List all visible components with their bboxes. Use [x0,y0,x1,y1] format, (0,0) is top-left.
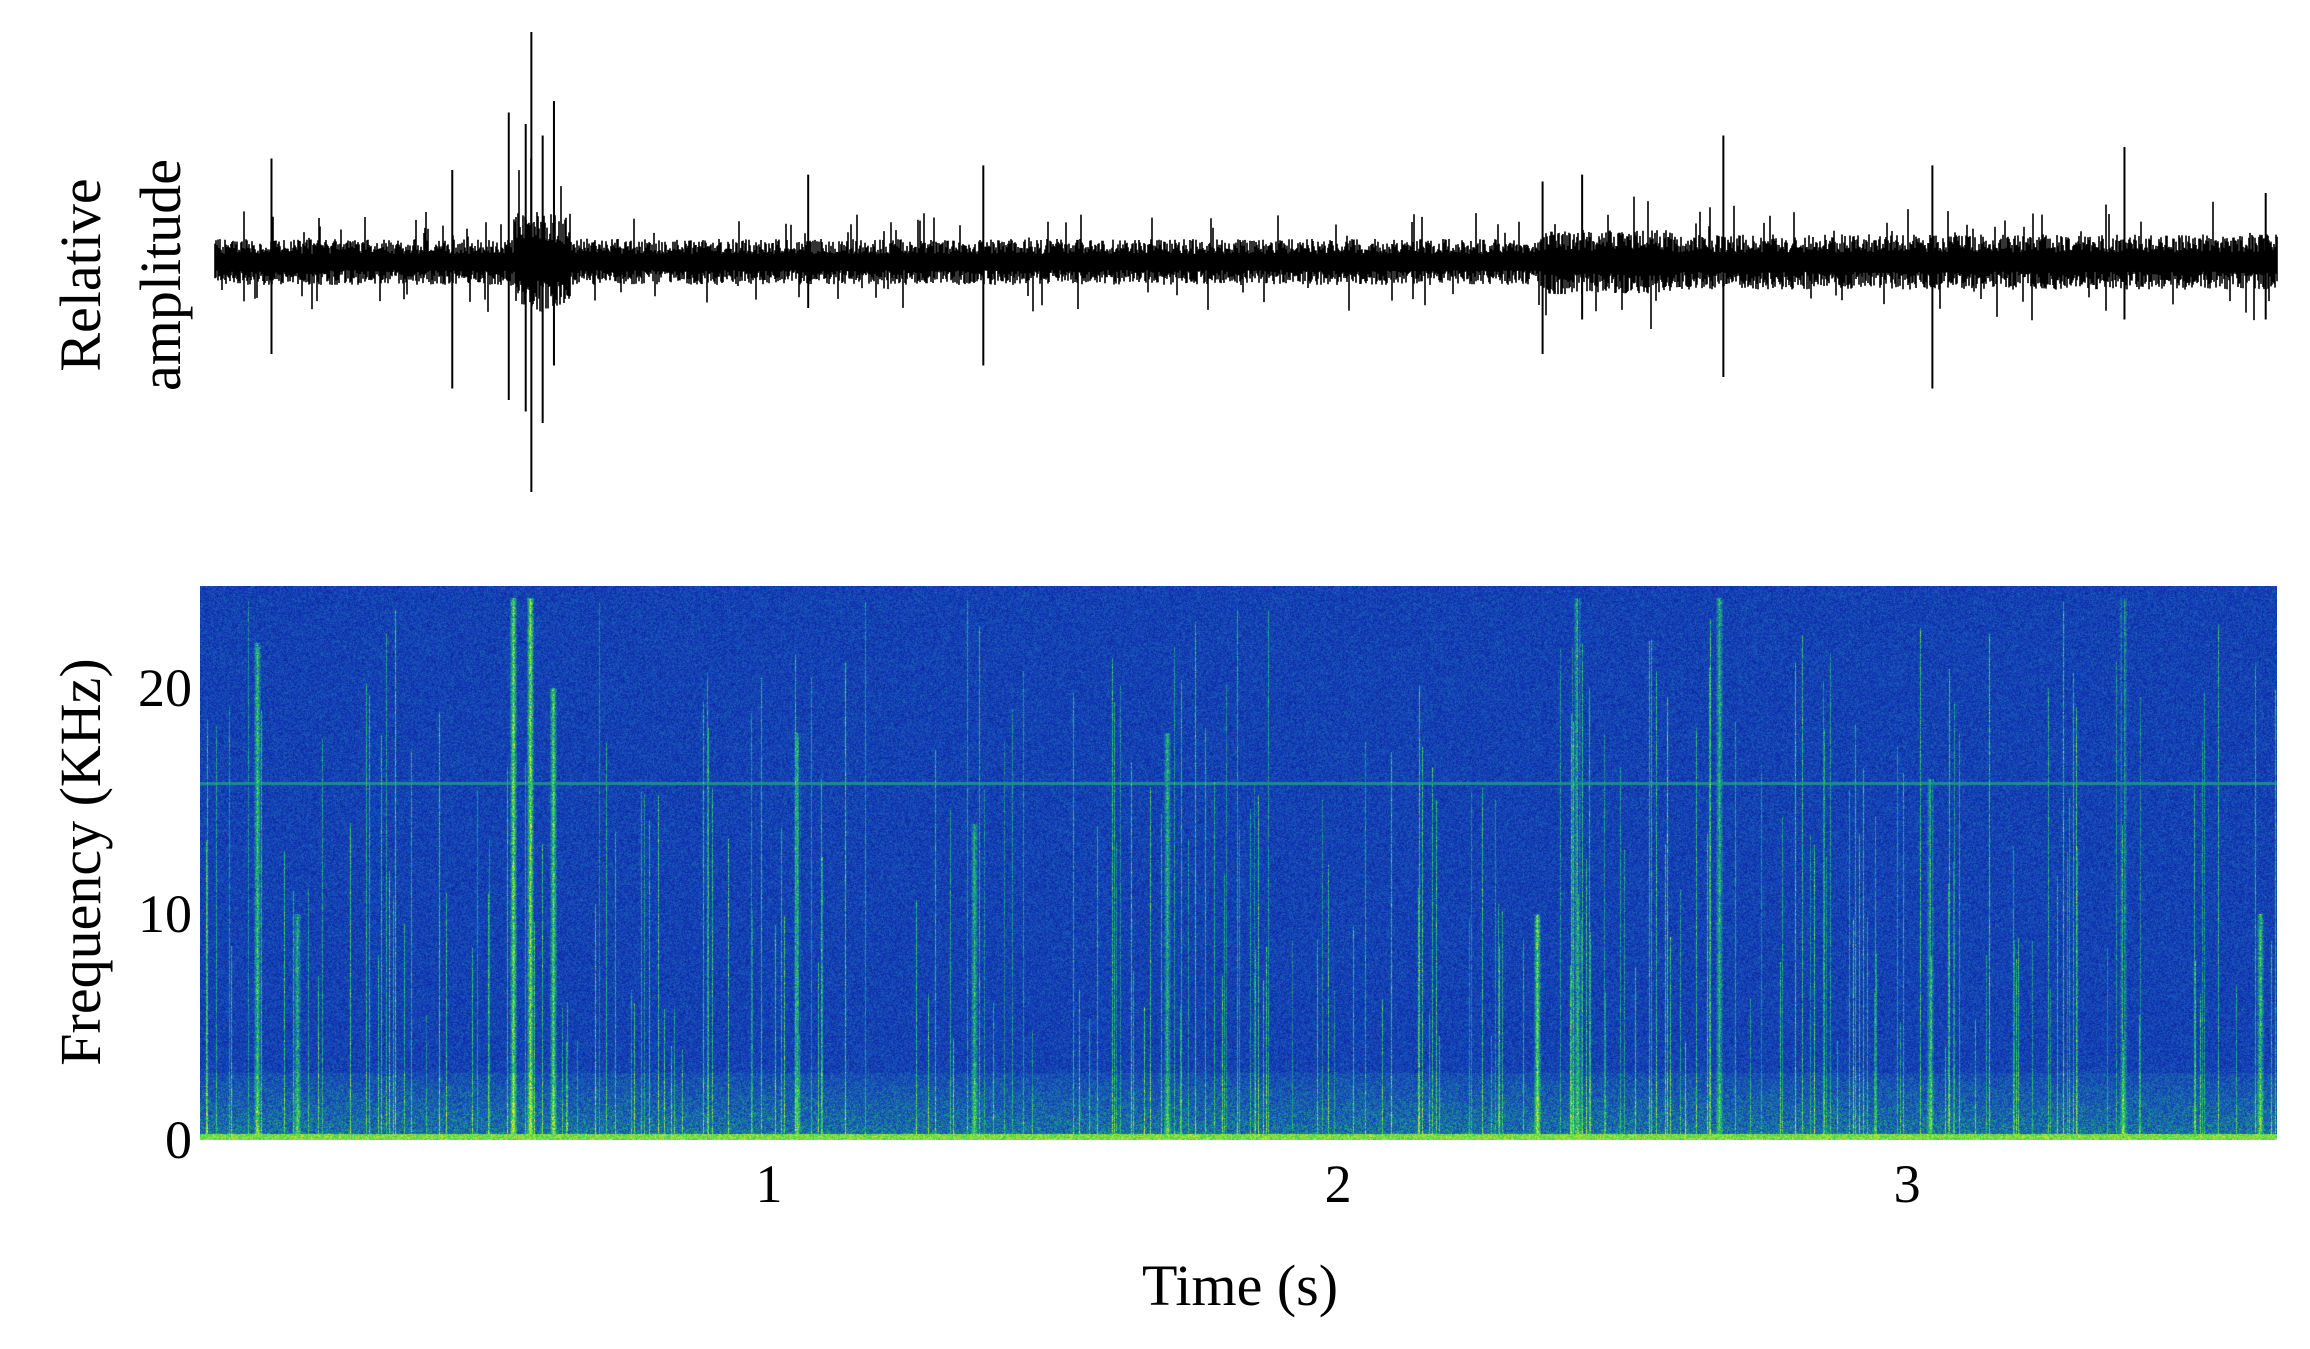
spectrogram-ylabel: Frequency (KHz) [48,658,113,1065]
spectrogram-xlabel: Time (s) [1142,1253,1338,1318]
y-tick-label: 10 [138,884,192,944]
spectrogram-y-ticks: 0 10 20 [138,658,192,1170]
x-tick-label: 3 [1894,1154,1921,1214]
spectrogram-canvas-holder [200,586,2277,1140]
y-tick-label: 0 [165,1110,192,1170]
spectrogram-x-ticks: 1 2 3 [756,1154,1921,1214]
spectrogram-panel: 0 10 20 1 2 3 Frequency (KHz) Time (s) [48,586,2277,1318]
waveform-trace [214,158,2278,329]
x-tick-label: 2 [1325,1154,1352,1214]
waveform-ylabel-line1: Relative [48,178,113,371]
waveform-panel: Relative amplitude [48,32,2278,492]
x-tick-label: 1 [756,1154,783,1214]
waveform-ylabel-line2: amplitude [128,159,193,391]
y-tick-label: 20 [138,658,192,718]
waveform-spikes [270,32,2267,492]
spectrogram-heatmap [200,586,2277,1140]
